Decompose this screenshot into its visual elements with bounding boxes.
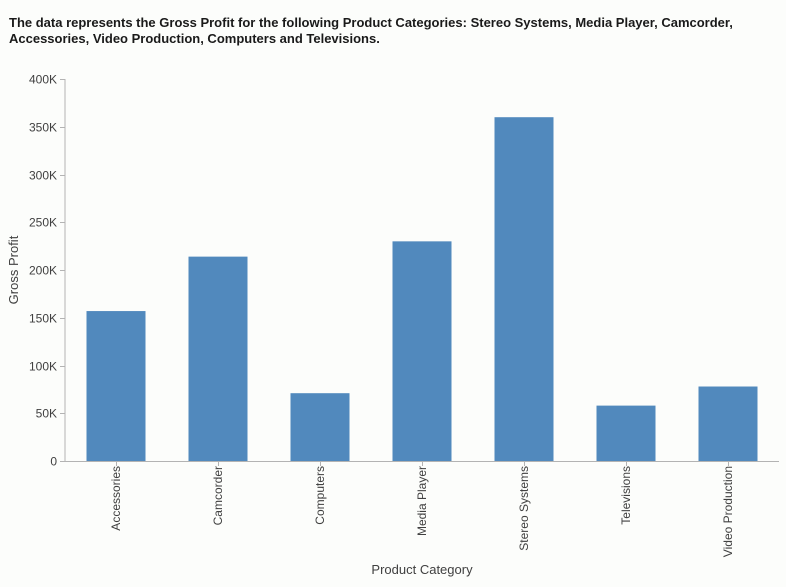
bar-camcorder — [188, 256, 248, 461]
x-axis: Accessories Camcorder Computers Media Playe… — [109, 461, 735, 557]
y-axis-title: Gross Profit — [6, 235, 21, 304]
y-tick-label: 300K — [29, 169, 57, 183]
y-tick-label: 250K — [29, 216, 57, 230]
x-tick-label: Camcorder — [211, 466, 225, 525]
bar-televisions — [596, 405, 656, 461]
y-tick-label: 50K — [36, 407, 57, 421]
y-tick-label: 0 — [50, 455, 57, 469]
bars — [86, 117, 758, 461]
x-axis-title: Product Category — [371, 562, 473, 577]
bar-accessories — [86, 311, 146, 461]
x-tick-label: Computers — [313, 466, 327, 525]
x-tick-label: Accessories — [109, 466, 123, 531]
bar-computers — [290, 393, 350, 461]
y-axis: 0 50K 100K 150K 200K 250K 300K 350K 400K — [29, 73, 65, 469]
bar-video-production — [698, 386, 758, 461]
y-tick-label: 200K — [29, 264, 57, 278]
x-tick-label: Video Production — [721, 466, 735, 557]
bar-stereo-systems — [494, 117, 554, 461]
y-tick-label: 150K — [29, 312, 57, 326]
y-tick-label: 400K — [29, 73, 57, 87]
y-tick-label: 350K — [29, 121, 57, 135]
x-tick-label: Televisions — [619, 466, 633, 525]
x-tick-label: Media Player — [415, 466, 429, 536]
x-tick-label: Stereo Systems — [517, 466, 531, 551]
bar-media-player — [392, 241, 452, 461]
y-tick-label: 100K — [29, 360, 57, 374]
chart-title: The data represents the Gross Profit for… — [9, 15, 733, 46]
